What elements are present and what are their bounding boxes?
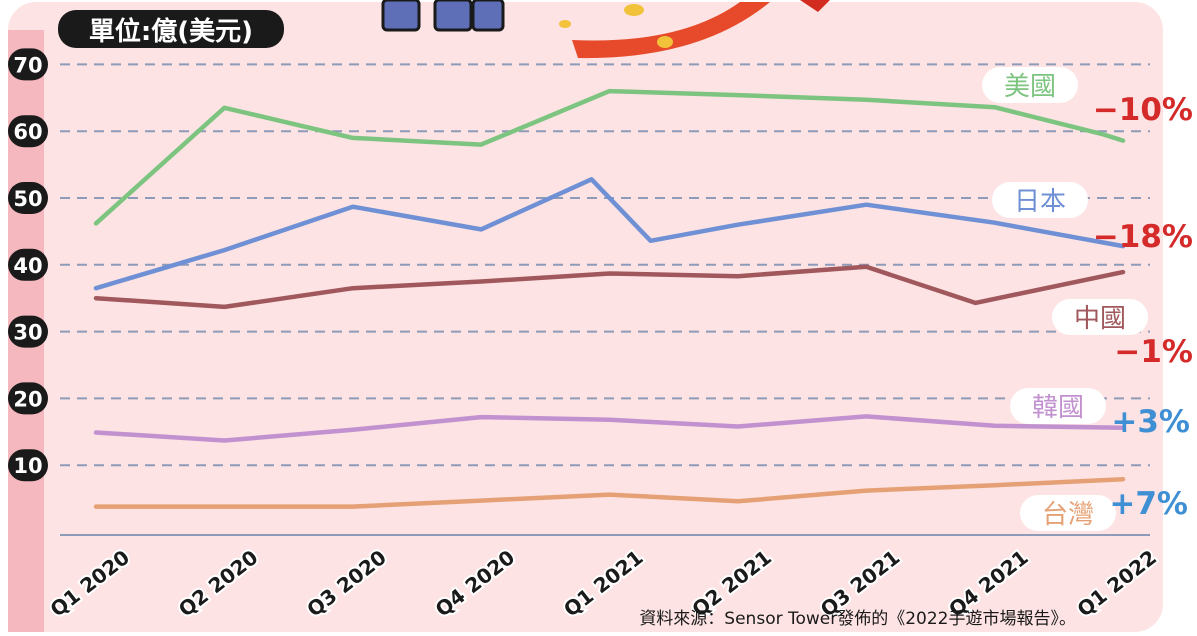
y-tick-label: 20: [13, 387, 42, 411]
series-line-1: [93, 177, 1126, 291]
change-label-0: −10%: [1093, 92, 1193, 128]
y-tick-badge: [8, 449, 48, 482]
change-label-1: −18%: [1093, 219, 1193, 255]
y-tick-badge: [8, 115, 48, 148]
y-tick-badge: [8, 315, 48, 348]
series-label-pill: [1052, 299, 1148, 335]
series-label-text: 韓國: [1032, 393, 1084, 423]
series-label-0: 美國: [982, 67, 1078, 103]
change-label-3: +3%: [1111, 404, 1190, 440]
series-label-1: 日本: [992, 182, 1088, 218]
y-tick-label: 60: [13, 120, 42, 144]
y-tick-badge: [8, 48, 48, 81]
y-tick-label: 40: [13, 254, 42, 278]
y-tick-label: 50: [13, 187, 42, 211]
y-tick-40: 40: [8, 248, 48, 281]
series-label-text: 美國: [1004, 72, 1056, 102]
chart-panel: [8, 2, 1163, 632]
y-tick-label: 70: [13, 53, 42, 77]
grid-lines: [60, 63, 1150, 536]
series-label-4: 台灣: [1020, 495, 1116, 531]
y-tick-10: 10: [8, 449, 48, 482]
series-label-pill: [1010, 388, 1106, 424]
y-tick-label: 30: [13, 321, 42, 345]
y-tick-label: 10: [13, 454, 42, 478]
y-tick-badge: [8, 382, 48, 415]
change-label-4: +7%: [1109, 486, 1188, 522]
series-line-0: [93, 88, 1126, 226]
series-label-text: 台灣: [1042, 500, 1094, 530]
source-note: 資料來源：Sensor Tower發佈的《2022手遊市場報告》。: [639, 609, 1076, 629]
y-tick-20: 20: [8, 382, 48, 415]
y-tick-50: 50: [8, 182, 48, 214]
series-label-2: 中國: [1052, 299, 1148, 335]
y-tick-60: 60: [8, 115, 48, 148]
unit-badge: 單位:億(美元): [58, 10, 284, 48]
change-labels: −10% −18% −1% +3% +7%: [1093, 92, 1193, 522]
change-label-2: −1%: [1114, 334, 1193, 370]
unit-label: 單位:億(美元): [89, 16, 253, 47]
y-tick-badge: [8, 182, 48, 214]
y-tick-70: 70: [8, 48, 48, 81]
series-lines: [93, 88, 1126, 509]
series-label-pill: [992, 182, 1088, 218]
series-label-text: 中國: [1074, 304, 1126, 334]
y-tick-30: 30: [8, 315, 48, 348]
y-tick-labels: 10 20 30 40 50 60 70: [8, 48, 48, 482]
series-line-3: [93, 414, 1126, 443]
series-label-3: 韓國: [1010, 388, 1106, 424]
top-illustration: [381, 0, 830, 59]
series-label-pill: [982, 67, 1078, 103]
series-line-4: [93, 476, 1126, 509]
series-label-text: 日本: [1014, 187, 1066, 217]
y-tick-badge: [8, 248, 48, 281]
series-line-2: [93, 264, 1126, 310]
series-label-pill: [1020, 495, 1116, 531]
